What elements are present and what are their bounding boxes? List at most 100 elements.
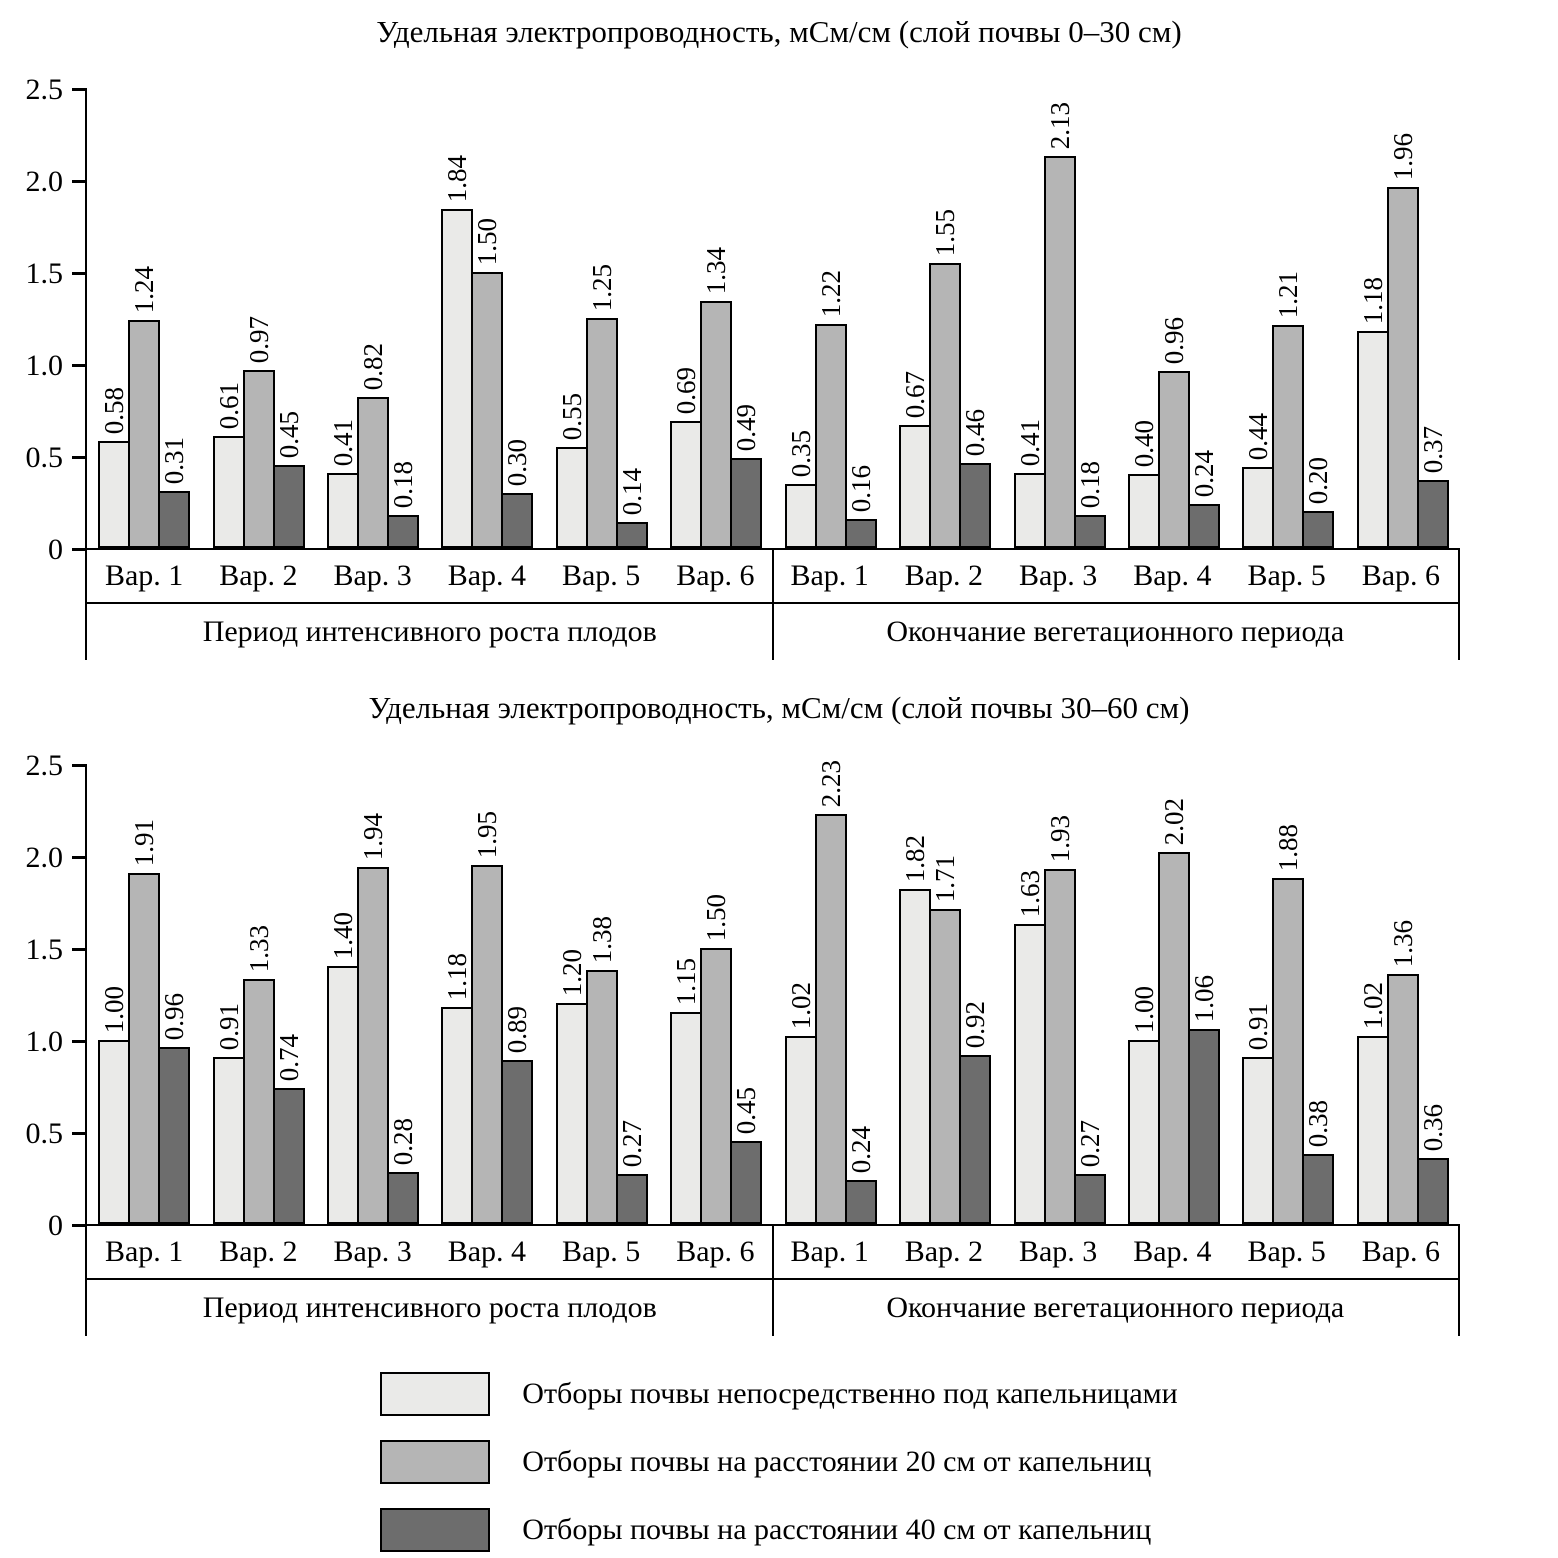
bar xyxy=(670,1012,703,1224)
variant-label: Вар. 5 xyxy=(1247,1235,1326,1268)
bar-value-label: 1.91 xyxy=(129,818,160,866)
bar-group: 1.00 2.02 1.06 xyxy=(1117,766,1231,1224)
bar-value-label: 1.50 xyxy=(701,893,732,941)
bar-value-label: 0.91 xyxy=(213,1002,244,1050)
bar-slot: 1.00 xyxy=(98,766,131,1224)
bar-slot: 0.82 xyxy=(357,90,390,548)
bar xyxy=(959,463,992,548)
variant-label-half: Вар. 1 Вар. 2 Вар. 3 Вар. 4 Вар. 5 Вар. 6 xyxy=(87,559,773,593)
bar-slot: 0.36 xyxy=(1416,766,1449,1224)
bar-slot: 1.02 xyxy=(1356,766,1389,1224)
period-label: Окончание вегетационного периода xyxy=(886,1291,1345,1324)
variant-label: Вар. 4 xyxy=(447,559,527,592)
bar-slot: 1.50 xyxy=(471,90,504,548)
bar xyxy=(1187,504,1220,548)
bar-slot: 1.18 xyxy=(1356,90,1389,548)
bar xyxy=(615,522,648,548)
legend-label: Отборы почвы непосредственно под капельн… xyxy=(522,1377,1178,1410)
bar xyxy=(1272,878,1305,1224)
y-axis-tick-label: 2.0 xyxy=(25,841,64,874)
bar-value-label: 1.50 xyxy=(472,217,503,265)
bar-slot: 2.02 xyxy=(1157,766,1190,1224)
bar xyxy=(441,209,474,548)
bar xyxy=(357,397,390,548)
x-axis-area: Вар. 1 Вар. 2 Вар. 3 Вар. 4 Вар. 5 Вар. 6 Вар.… xyxy=(85,550,1460,660)
bar-group: 1.40 1.94 0.28 xyxy=(316,766,430,1224)
bar-value-label: 1.94 xyxy=(357,812,388,860)
bar-value-label: 1.21 xyxy=(1273,270,1304,318)
bar-value-label: 0.28 xyxy=(387,1117,418,1165)
bar-slot: 1.82 xyxy=(899,766,932,1224)
period-row: Период интенсивного роста плодов Окончани… xyxy=(87,604,1458,660)
bar-slot: 0.96 xyxy=(1157,90,1190,548)
bar xyxy=(1302,1154,1335,1224)
bar-slot: 1.22 xyxy=(814,90,847,548)
bar-value-label: 0.58 xyxy=(99,386,130,434)
bar xyxy=(615,1174,648,1224)
bar-group: 1.18 1.95 0.89 xyxy=(430,766,544,1224)
bar-group: 0.69 1.34 0.49 xyxy=(659,90,773,548)
bar-value-label: 0.89 xyxy=(502,1005,533,1053)
legend-swatch-under-drippers xyxy=(380,1372,491,1416)
bar-slot: 0.40 xyxy=(1127,90,1160,548)
bar-group: 0.91 1.33 0.74 xyxy=(201,766,315,1224)
bar-slot: 1.02 xyxy=(784,766,817,1224)
bar-group: 0.91 1.88 0.38 xyxy=(1231,766,1345,1224)
legend-item: Отборы почвы непосредственно под капельн… xyxy=(380,1372,1178,1416)
bar-group: 0.40 0.96 0.24 xyxy=(1117,90,1231,548)
bar xyxy=(471,272,504,548)
y-axis-tick-mark xyxy=(72,456,87,459)
bar-value-label: 0.20 xyxy=(1303,456,1334,504)
bar-value-label: 1.24 xyxy=(129,265,160,313)
bar-slot: 0.58 xyxy=(98,90,131,548)
bar xyxy=(272,465,305,548)
bar xyxy=(784,484,817,548)
bar xyxy=(1302,511,1335,548)
y-axis-tick-mark xyxy=(72,364,87,367)
bar xyxy=(700,948,733,1224)
bar-slot: 1.24 xyxy=(128,90,161,548)
y-axis-tick-mark xyxy=(72,1040,87,1043)
bar-slot: 0.20 xyxy=(1302,90,1335,548)
y-axis-tick-label: 0 xyxy=(48,533,63,566)
bar xyxy=(929,263,962,548)
bar xyxy=(441,1007,474,1224)
variant-label: Вар. 3 xyxy=(1018,559,1098,592)
bar xyxy=(814,324,847,548)
bar xyxy=(1013,924,1046,1224)
legend: Отборы почвы непосредственно под капельн… xyxy=(380,1372,1178,1552)
bar-value-label: 0.67 xyxy=(899,370,930,418)
y-axis-tick-label: 0 xyxy=(48,1209,63,1242)
bar-slot: 0.46 xyxy=(959,90,992,548)
bar-value-label: 0.36 xyxy=(1417,1103,1448,1151)
y-axis-tick-label: 2.0 xyxy=(25,165,64,198)
bar-slot: 1.25 xyxy=(585,90,618,548)
variant-label: Вар. 2 xyxy=(904,1235,984,1268)
variant-label: Вар. 3 xyxy=(333,559,412,592)
variant-label-half: Вар. 1 Вар. 2 Вар. 3 Вар. 4 Вар. 5 Вар. 6 xyxy=(773,559,1459,593)
bar-group: 0.41 0.82 0.18 xyxy=(316,90,430,548)
x-axis-area: Вар. 1 Вар. 2 Вар. 3 Вар. 4 Вар. 5 Вар. 6 Вар.… xyxy=(85,1226,1460,1336)
variant-label: Вар. 4 xyxy=(447,1235,527,1268)
bar-value-label: 1.02 xyxy=(1357,981,1388,1029)
bar-value-label: 0.92 xyxy=(959,1000,990,1048)
bar-slot: 1.91 xyxy=(128,766,161,1224)
variant-label: Вар. 2 xyxy=(219,559,298,592)
bar xyxy=(327,473,360,548)
bar-value-label: 1.34 xyxy=(701,246,732,294)
bar-slot: 0.74 xyxy=(272,766,305,1224)
bar-group: 1.82 1.71 0.92 xyxy=(888,766,1002,1224)
y-axis-tick-mark xyxy=(72,948,87,951)
bar-value-label: 0.61 xyxy=(213,381,244,429)
bar-slot: 0.49 xyxy=(730,90,763,548)
bar-value-label: 1.15 xyxy=(671,957,702,1005)
bar-slot: 1.88 xyxy=(1272,766,1305,1224)
bar-value-label: 0.31 xyxy=(159,436,190,484)
variant-label: Вар. 2 xyxy=(219,1235,298,1268)
bar-slot: 1.33 xyxy=(242,766,275,1224)
bar-slot: 0.27 xyxy=(1073,766,1106,1224)
bar-slot: 0.69 xyxy=(670,90,703,548)
variant-label: Вар. 2 xyxy=(904,559,984,592)
chart-title: Удельная электропроводность, мСм/см (сло… xyxy=(376,14,1182,49)
variant-label-half: Вар. 1 Вар. 2 Вар. 3 Вар. 4 Вар. 5 Вар. 6 xyxy=(87,1235,773,1269)
